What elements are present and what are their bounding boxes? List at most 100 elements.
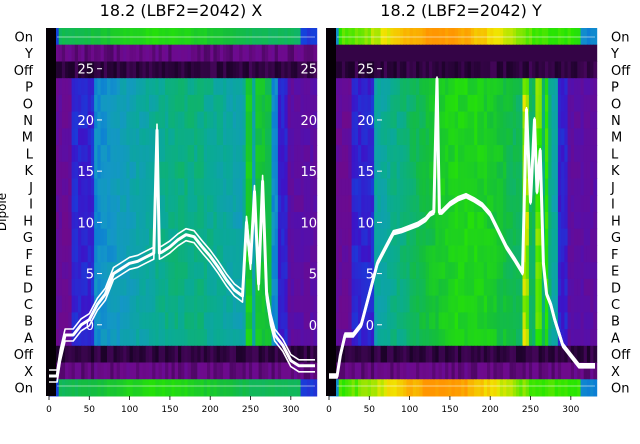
heatmap-cell — [458, 362, 462, 380]
heatmap-cell — [503, 228, 507, 246]
heatmap-cell — [341, 278, 346, 297]
heatmap-cell — [81, 111, 85, 129]
overlay-y-tick-label: 5 — [366, 268, 374, 283]
heatmap-cell — [113, 228, 118, 246]
heatmap-cell — [335, 379, 340, 397]
heatmap-cell — [358, 312, 362, 330]
heatmap-cell — [203, 161, 208, 179]
heatmap-cell — [81, 212, 85, 230]
heatmap-cell — [593, 329, 598, 347]
heatmap-cell — [422, 379, 427, 397]
heatmap-cell — [71, 44, 76, 62]
heatmap-cell — [370, 212, 375, 230]
heatmap-cell — [58, 128, 63, 146]
heatmap-cell — [190, 379, 195, 397]
heatmap-cell — [499, 329, 504, 347]
heatmap-cell — [454, 295, 459, 313]
heatmap-cell — [493, 212, 498, 230]
heatmap-cell — [351, 94, 356, 113]
heatmap-cell — [97, 262, 102, 280]
heatmap-cell — [168, 228, 173, 246]
heatmap-cell — [181, 212, 185, 230]
heatmap-cell — [345, 228, 349, 246]
heatmap-cell — [496, 345, 501, 363]
heatmap-cell — [416, 329, 420, 347]
heatmap-cell — [97, 44, 102, 62]
heatmap-cell — [284, 111, 289, 129]
heatmap-cell — [274, 312, 279, 330]
heatmap-cell — [358, 78, 362, 96]
heatmap-cell — [541, 94, 546, 113]
heatmap-cell — [258, 178, 263, 196]
heatmap-cell — [200, 61, 205, 79]
heatmap-cell — [277, 128, 282, 146]
heatmap-cell — [535, 329, 540, 347]
heatmap-cell — [561, 94, 565, 113]
heatmap-cell — [223, 295, 227, 313]
heatmap-cell — [68, 128, 73, 146]
heatmap-cell — [68, 312, 73, 330]
heatmap-cell — [554, 345, 559, 363]
heatmap-cell — [284, 262, 289, 280]
heatmap-cell — [281, 262, 285, 280]
heatmap-cell — [335, 128, 340, 146]
heatmap-cell — [213, 94, 218, 113]
heatmap-cell — [155, 329, 160, 347]
heatmap-cell — [454, 94, 459, 113]
heatmap-cell — [548, 195, 552, 213]
heatmap-cell — [470, 178, 475, 196]
heatmap-cell — [367, 111, 372, 129]
heatmap-cell — [74, 295, 79, 313]
heatmap-cell — [409, 61, 414, 79]
heatmap-cell — [454, 195, 459, 213]
heatmap-cell — [338, 78, 343, 96]
heatmap-cell — [100, 262, 105, 280]
heatmap-cell — [590, 195, 594, 213]
heatmap-cell — [525, 329, 530, 347]
row-label-left: P — [25, 81, 33, 96]
heatmap-cell — [236, 329, 240, 347]
heatmap-cell — [149, 379, 153, 397]
heatmap-cell — [281, 345, 285, 363]
heatmap-cell — [483, 245, 488, 263]
heatmap-cell — [149, 145, 153, 163]
heatmap-cell — [393, 212, 398, 230]
heatmap-cell — [65, 379, 69, 397]
heatmap-cell — [493, 262, 498, 280]
heatmap-cell — [219, 44, 224, 62]
heatmap-cell — [345, 345, 349, 363]
heatmap-cell — [419, 228, 424, 246]
heatmap-cell — [557, 312, 562, 330]
heatmap-cell — [406, 212, 411, 230]
heatmap-cell — [61, 312, 66, 330]
heatmap-cell — [354, 44, 359, 62]
heatmap-cell — [577, 128, 582, 146]
heatmap-cell — [403, 94, 407, 113]
heatmap-cell — [149, 212, 153, 230]
heatmap-cell — [574, 195, 578, 213]
heatmap-cell — [94, 262, 98, 280]
heatmap-cell — [551, 44, 556, 62]
heatmap-cell — [300, 245, 305, 263]
heatmap-cell — [532, 245, 536, 263]
heatmap-cell — [219, 345, 224, 363]
heatmap-cell — [306, 262, 311, 280]
heatmap-cell — [232, 128, 237, 146]
heatmap-cell — [165, 78, 169, 96]
heatmap-cell — [236, 312, 240, 330]
heatmap-cell — [239, 145, 243, 163]
heatmap-cell — [480, 78, 485, 96]
heatmap-cell — [74, 78, 79, 96]
heatmap-cell — [239, 379, 243, 397]
heatmap-cell — [512, 329, 517, 347]
heatmap-cell — [383, 128, 388, 146]
heatmap-cell — [438, 245, 443, 263]
heatmap-cell — [132, 195, 137, 213]
heatmap-cell — [265, 228, 269, 246]
heatmap-cell — [438, 44, 443, 62]
heatmap-cell — [451, 345, 456, 363]
heatmap-cell — [158, 278, 163, 297]
heatmap-cell — [506, 61, 511, 79]
heatmap-cell — [152, 161, 156, 179]
heatmap-cell — [116, 78, 121, 96]
